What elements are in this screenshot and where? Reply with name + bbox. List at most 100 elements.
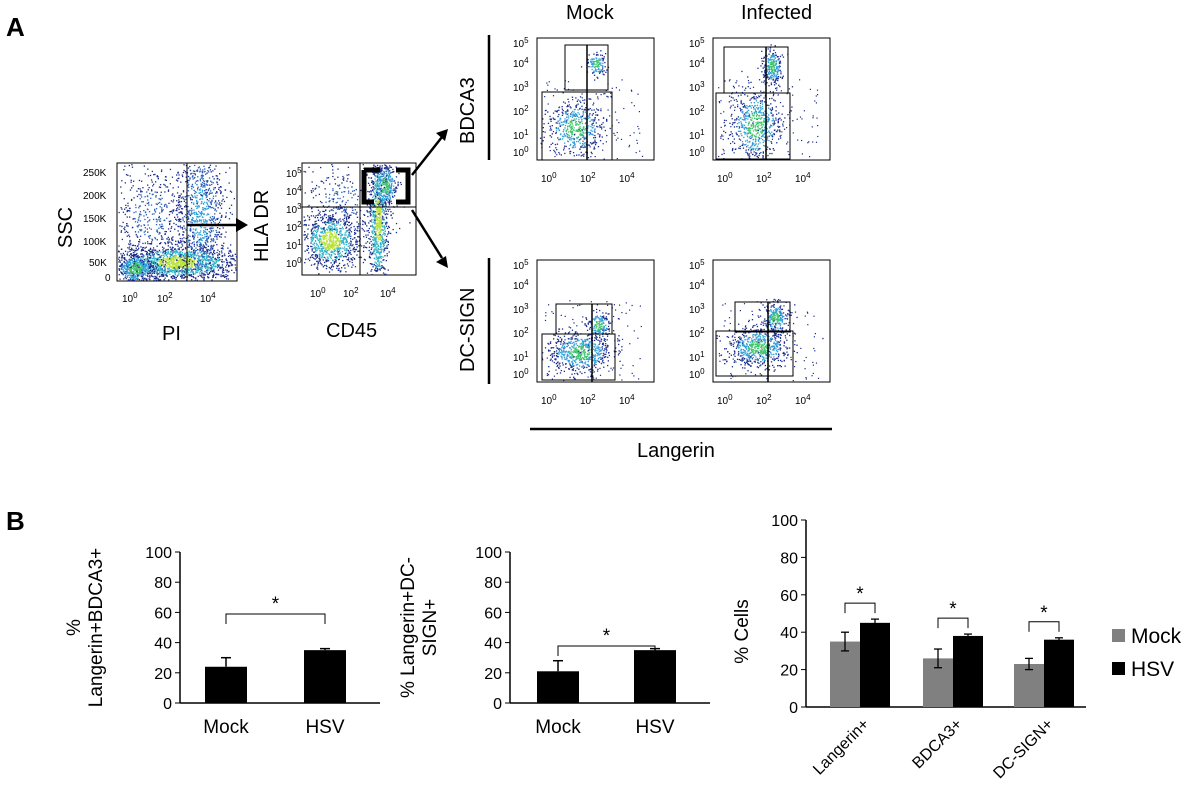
xtick-1e2: 102 <box>580 393 596 407</box>
ytick-label: 40 <box>780 625 798 642</box>
ytick-1e3: 103 <box>689 302 705 316</box>
ytick-50k: 50K <box>89 258 107 269</box>
xtick-1e0: 100 <box>717 171 733 185</box>
bar-hsv <box>634 650 676 703</box>
panel-label-b: B <box>6 506 25 536</box>
gate-box <box>734 301 791 333</box>
xtick-1e4: 104 <box>200 291 216 305</box>
y-axis-label: %Langerin+BDCA3+ <box>64 548 107 708</box>
ytick-250k: 250K <box>83 168 107 179</box>
hladr-cd45-plot: HLA DR CD45 105 104 103 102 101 100 100 102 104 <box>251 162 417 342</box>
xtick-1e4: 104 <box>795 171 811 185</box>
ytick-label: 60 <box>484 605 502 622</box>
ytick-1e4: 104 <box>286 184 302 198</box>
ytick-1e3: 103 <box>513 302 529 316</box>
ytick-label: 40 <box>154 636 172 653</box>
arrow-to-bdca3 <box>411 136 443 176</box>
panel-label-a: A <box>6 12 25 42</box>
category-label: HSV <box>635 717 674 738</box>
ytick-label: 0 <box>493 696 502 713</box>
gate-arrowhead <box>236 218 248 232</box>
ssc-pi-plot: SSC PI 250K 200K 150K 100K 50K 0 100 102 1… <box>55 162 238 345</box>
hladr-label: HLA DR <box>251 190 273 262</box>
xtick-1e2: 102 <box>756 171 772 185</box>
ytick-1e5: 105 <box>513 36 529 50</box>
category-label: DC-SIGN+ <box>990 716 1056 782</box>
ytick-1e4: 104 <box>689 56 705 70</box>
bar-hsv-bdca3 <box>953 635 983 707</box>
significance-bracket <box>937 617 969 629</box>
bar-hsv-langerin <box>860 622 890 707</box>
ytick-200k: 200K <box>83 191 107 202</box>
bar-chart-langerin-bdca3: 0 20 40 60 80 100 Mock HSV * %Langerin+BDCA3+ <box>64 545 380 738</box>
ytick-label: 20 <box>484 666 502 683</box>
flow-plot-bdca3-infected: 105 104 103 102 101 100 100 102 104 <box>689 36 831 185</box>
y-axis-label: % Langerin+DC-SIGN+ <box>398 557 441 698</box>
significance-bracket <box>844 602 876 614</box>
xtick-1e0: 100 <box>541 171 557 185</box>
flow-plot-dcsign-mock: 105 104 103 102 101 100 100 102 104 <box>513 258 655 407</box>
arrow-to-bdca3-head <box>436 129 448 141</box>
ytick-1e4: 104 <box>513 278 529 292</box>
gate-box <box>715 330 794 377</box>
gate-box <box>715 92 791 160</box>
y-axis-label: % Cells <box>732 599 753 663</box>
significance-marker: * <box>272 594 280 615</box>
xtick-1e4: 104 <box>380 286 396 300</box>
significance-marker: * <box>603 626 611 647</box>
significance-marker: * <box>949 599 957 620</box>
ytick-label: 0 <box>163 696 172 713</box>
significance-bracket <box>557 645 656 656</box>
xtick-1e0: 100 <box>541 393 557 407</box>
ytick-1e0: 100 <box>689 145 705 159</box>
legend-swatch-hsv <box>1112 662 1125 675</box>
category-label: Langerin+ <box>810 716 873 779</box>
flow-plot-dcsign-infected: 105 104 103 102 101 100 100 102 104 <box>689 258 831 407</box>
flow-plot-bdca3-mock: 105 104 103 102 101 100 100 102 104 <box>513 36 655 185</box>
column-header-infected: Infected <box>741 2 812 24</box>
bar-chart-langerin-dcsign: 0 20 40 60 80 100 Mock HSV * % Langerin+DC-SIGN+ <box>398 545 710 738</box>
ytick-1e2: 102 <box>513 326 529 340</box>
significance-marker: * <box>1040 603 1048 624</box>
ytick-label: 20 <box>154 666 172 683</box>
ytick-label: 0 <box>789 700 798 717</box>
column-header-mock: Mock <box>566 2 615 24</box>
ytick-1e1: 101 <box>689 128 705 142</box>
xtick-1e0: 100 <box>122 291 138 305</box>
xtick-1e0: 100 <box>717 393 733 407</box>
significance-marker: * <box>856 584 864 605</box>
ytick-1e2: 102 <box>689 326 705 340</box>
ytick-1e5: 105 <box>286 166 302 180</box>
category-label: Mock <box>535 717 581 738</box>
ytick-1e2: 102 <box>513 104 529 118</box>
xtick-1e4: 104 <box>619 393 635 407</box>
bar-mock-dc-sign <box>1014 663 1044 707</box>
ytick-label: 100 <box>145 545 172 562</box>
bar-hsv-dc-sign <box>1044 639 1074 707</box>
arrow-to-dcsign-head <box>436 256 448 268</box>
xtick-1e0: 100 <box>310 286 326 300</box>
ssc-label: SSC <box>55 207 77 248</box>
category-label: HSV <box>305 717 344 738</box>
bar-mock <box>205 666 247 703</box>
bar-hsv <box>304 650 346 703</box>
gate-box <box>541 333 616 381</box>
ytick-label: 20 <box>780 663 798 680</box>
ytick-1e5: 105 <box>513 258 529 272</box>
ytick-label: 80 <box>154 575 172 592</box>
ytick-1e1: 101 <box>286 238 302 252</box>
ytick-label: 80 <box>484 575 502 592</box>
ytick-150k: 150K <box>83 214 107 225</box>
grouped-bar-chart-cells: 0 20 40 60 80 100 * Langerin+ * BDCA3+ * DC-SIGN+ % … <box>732 513 1182 782</box>
ytick-label: 60 <box>154 605 172 622</box>
ytick-1e4: 104 <box>513 56 529 70</box>
ytick-1e3: 103 <box>286 202 302 216</box>
bar-mock <box>537 671 579 703</box>
ytick-0: 0 <box>105 273 111 284</box>
legend-label-mock: Mock <box>1131 625 1182 648</box>
category-label: BDCA3+ <box>909 716 965 772</box>
ytick-1e3: 103 <box>513 80 529 94</box>
ytick-label: 80 <box>780 550 798 567</box>
significance-bracket <box>225 613 326 624</box>
ytick-1e1: 101 <box>689 350 705 364</box>
